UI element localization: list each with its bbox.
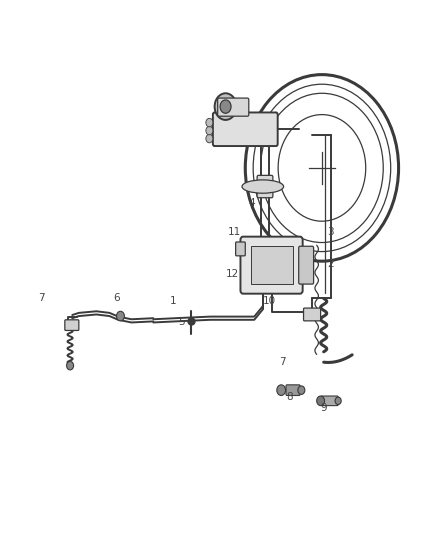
FancyBboxPatch shape	[240, 237, 303, 294]
Text: 12: 12	[226, 270, 239, 279]
Text: 11: 11	[228, 227, 241, 237]
Text: 3: 3	[327, 227, 334, 237]
Text: 7: 7	[38, 294, 45, 303]
FancyBboxPatch shape	[304, 308, 321, 321]
Text: 8: 8	[286, 392, 293, 402]
Circle shape	[298, 386, 305, 394]
Circle shape	[215, 93, 237, 120]
FancyBboxPatch shape	[257, 175, 273, 198]
FancyBboxPatch shape	[286, 385, 300, 395]
Text: 2: 2	[327, 259, 334, 269]
Circle shape	[317, 396, 325, 406]
FancyBboxPatch shape	[321, 396, 338, 406]
FancyBboxPatch shape	[218, 98, 249, 116]
Circle shape	[277, 385, 286, 395]
FancyBboxPatch shape	[236, 242, 245, 256]
Circle shape	[117, 311, 124, 321]
Text: 4: 4	[248, 198, 255, 207]
Circle shape	[206, 118, 213, 127]
Text: 6: 6	[113, 294, 120, 303]
Circle shape	[67, 361, 74, 370]
FancyBboxPatch shape	[299, 246, 314, 284]
Circle shape	[206, 126, 213, 135]
Bar	[251, 246, 293, 284]
Text: 7: 7	[279, 358, 286, 367]
Text: 10: 10	[263, 296, 276, 306]
Text: 5: 5	[178, 318, 185, 327]
Text: 1: 1	[170, 296, 177, 306]
Text: 9: 9	[321, 403, 328, 413]
Circle shape	[206, 134, 213, 143]
Circle shape	[220, 100, 231, 114]
Circle shape	[335, 397, 341, 405]
FancyBboxPatch shape	[213, 112, 278, 146]
FancyBboxPatch shape	[65, 320, 79, 330]
Ellipse shape	[242, 180, 284, 193]
